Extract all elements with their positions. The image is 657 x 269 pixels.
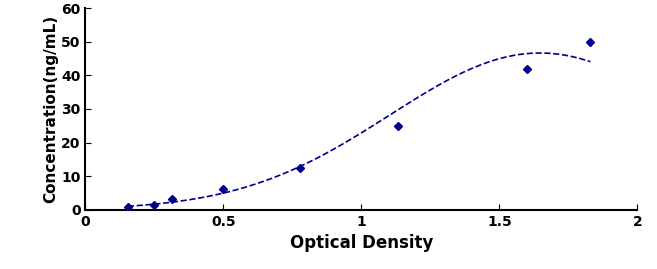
Y-axis label: Concentration(ng/mL): Concentration(ng/mL) [43, 15, 58, 203]
X-axis label: Optical Density: Optical Density [290, 234, 433, 252]
